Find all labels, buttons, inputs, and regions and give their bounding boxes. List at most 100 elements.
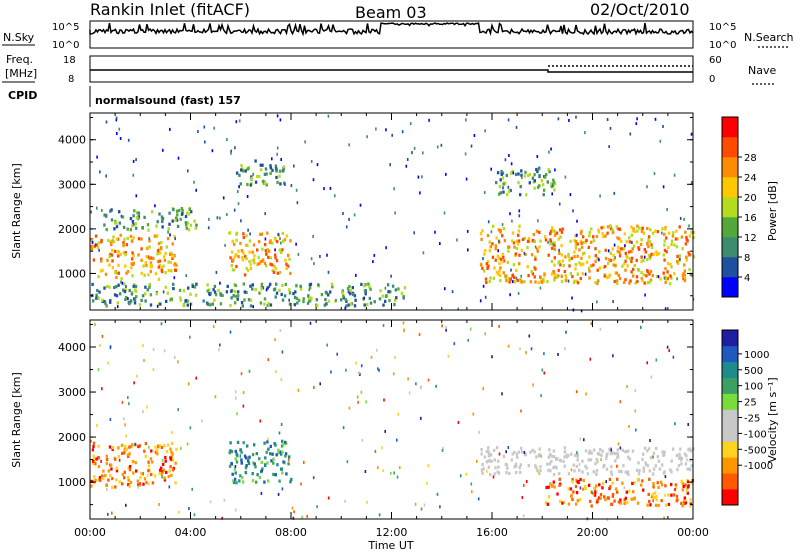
echo-cell xyxy=(161,470,164,474)
echo-cell xyxy=(258,261,261,265)
echo-cell xyxy=(553,241,556,245)
echo-cell xyxy=(177,156,180,160)
echo-cell xyxy=(535,466,538,470)
colorbar-swatch xyxy=(722,137,738,158)
echo-cell xyxy=(169,447,172,451)
echo-cell xyxy=(238,173,241,177)
echo-cell xyxy=(640,238,643,242)
echo-cell xyxy=(390,471,392,475)
echo-cell xyxy=(581,241,584,245)
colorbar-tick-label: 25 xyxy=(744,398,757,409)
echo-cell xyxy=(232,242,236,246)
echo-cell xyxy=(499,191,503,195)
echo-cell xyxy=(654,464,657,468)
echo-cell xyxy=(648,256,652,260)
echo-cell xyxy=(123,417,125,421)
echo-cell xyxy=(651,231,655,235)
echo-cell xyxy=(664,267,667,271)
echo-cell xyxy=(632,497,636,501)
echo-cell xyxy=(666,261,670,266)
echo-cell xyxy=(135,469,138,473)
echo-cell xyxy=(640,255,643,259)
echo-cell xyxy=(604,248,607,252)
echo-cell xyxy=(659,277,662,281)
echo-cell xyxy=(268,284,271,288)
echo-cell xyxy=(683,217,685,221)
colorbar-tick-label: -100 xyxy=(744,429,767,440)
echo-cell xyxy=(666,208,668,211)
echo-cell xyxy=(109,418,112,421)
echo-cell xyxy=(161,475,163,479)
echo-cell xyxy=(616,281,619,286)
echo-cell xyxy=(552,180,556,184)
echo-cell xyxy=(560,230,564,234)
echo-cell xyxy=(637,472,641,476)
echo-cell xyxy=(185,223,188,227)
echo-cell xyxy=(558,477,561,481)
echo-cell xyxy=(534,257,537,261)
echo-cell xyxy=(646,464,650,468)
echo-cell xyxy=(478,430,480,434)
echo-cell xyxy=(191,487,193,491)
echo-cell xyxy=(169,465,172,469)
echo-cell xyxy=(160,472,163,476)
echo-cell xyxy=(261,163,264,167)
echo-cell xyxy=(527,274,530,278)
echo-cell xyxy=(585,466,588,470)
echo-cell xyxy=(532,383,534,387)
echo-cell xyxy=(91,448,95,452)
echo-cell xyxy=(121,281,124,285)
echo-cell xyxy=(499,279,502,283)
echo-cell xyxy=(518,214,521,218)
echo-cell xyxy=(287,462,290,466)
echo-cell xyxy=(377,367,379,371)
echo-cell xyxy=(594,462,597,466)
echo-cell xyxy=(228,231,231,235)
echo-cell xyxy=(483,191,486,194)
echo-cell xyxy=(137,215,140,219)
echo-cell xyxy=(605,275,609,280)
echo-cell xyxy=(649,439,651,442)
echo-cell xyxy=(366,303,369,307)
echo-cell xyxy=(491,242,494,246)
echo-cell xyxy=(550,272,554,276)
echo-cell xyxy=(266,231,269,235)
echo-cell xyxy=(551,228,555,233)
echo-cell xyxy=(632,244,636,248)
echo-cell xyxy=(574,234,577,238)
echo-cell xyxy=(171,458,175,462)
echo-cell xyxy=(140,237,143,241)
colorbar-swatch xyxy=(722,197,738,218)
echo-cell xyxy=(190,210,193,214)
echo-cell xyxy=(616,236,619,240)
echo-cell xyxy=(502,182,505,186)
echo-cell xyxy=(627,449,630,453)
nsky-label: N.Sky xyxy=(3,31,35,44)
echo-cell xyxy=(502,454,506,458)
echo-cell xyxy=(505,173,508,177)
echo-cell xyxy=(394,288,397,292)
echo-cell xyxy=(520,274,522,278)
echo-cell xyxy=(122,243,125,247)
echo-cell xyxy=(663,243,666,247)
echo-cell xyxy=(162,148,164,152)
echo-cell xyxy=(202,299,205,303)
echo-cell xyxy=(624,268,627,272)
echo-cell xyxy=(156,234,159,238)
echo-cell xyxy=(498,192,501,196)
echo-cell xyxy=(547,485,550,489)
echo-cell xyxy=(93,457,96,461)
echo-cell xyxy=(481,463,484,467)
echo-cell xyxy=(663,453,666,457)
echo-cell xyxy=(336,352,338,356)
echo-cell xyxy=(541,368,544,372)
echo-cell xyxy=(135,158,137,162)
echo-cell xyxy=(110,248,114,252)
echo-cell xyxy=(131,220,135,224)
echo-cell xyxy=(167,475,170,479)
echo-cell xyxy=(661,227,664,231)
echo-cell xyxy=(553,256,556,260)
echo-cell xyxy=(234,465,237,468)
echo-cell xyxy=(126,236,129,240)
